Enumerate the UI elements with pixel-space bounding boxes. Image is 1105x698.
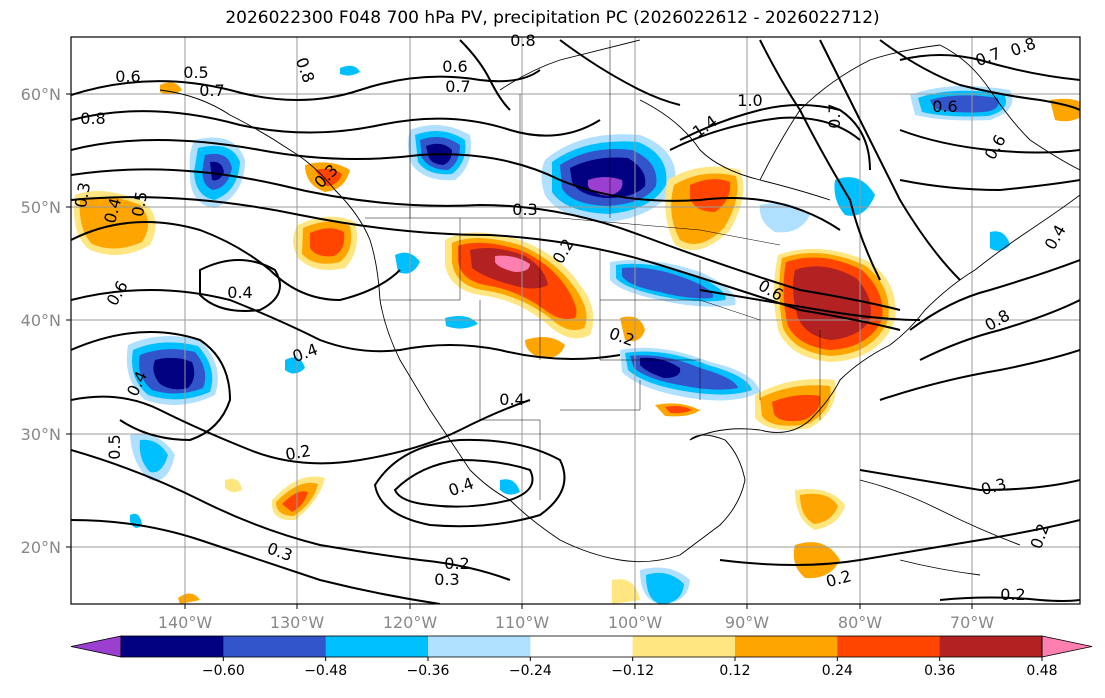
contour-label: 0.7	[199, 81, 224, 100]
lat-label: 50°N	[21, 198, 61, 217]
colorbar-tick-label: 0.12	[719, 663, 750, 679]
contour-label: 0.5	[128, 190, 151, 218]
colorbar-tick-label: −0.60	[202, 663, 245, 679]
contour-label: 0.4	[499, 390, 524, 409]
contour-label: 0.4	[227, 283, 252, 302]
colorbar-segment	[735, 636, 838, 657]
colorbar-tick-label: 0.24	[822, 663, 853, 679]
longitude-labels: 140°W 130°W 120°W 110°W 100°W 90°W 80°W …	[158, 613, 994, 632]
pv-contours	[71, 39, 1080, 604]
colorbar-segment	[325, 636, 429, 657]
contour-label: 0.3	[434, 570, 459, 589]
colorbar-segment	[223, 636, 327, 657]
colorbar-segment	[530, 636, 634, 657]
colorbar: −0.60 −0.48 −0.36 −0.24 −0.12 0.12 0.24 0.36 0.4…	[70, 635, 1093, 679]
colorbar-tick-label: −0.36	[407, 663, 450, 679]
colorbar-tick-label: 0.36	[924, 663, 955, 679]
contour-label: 0.7	[825, 103, 844, 128]
colorbar-segment	[837, 636, 941, 657]
latitude-labels: 60°N 50°N 40°N 30°N 20°N	[21, 85, 61, 557]
contour-label: 0.5	[105, 434, 124, 459]
contour-label: 0.7	[445, 77, 470, 96]
lon-label: 80°W	[838, 613, 882, 632]
contour-label: 0.6	[115, 67, 140, 86]
axis-ticks	[66, 93, 973, 609]
lon-label: 130°W	[270, 613, 325, 632]
colorbar-tick-label: −0.48	[304, 663, 347, 679]
lat-label: 60°N	[21, 85, 61, 104]
lat-label: 20°N	[21, 538, 61, 557]
contour-label: 0.8	[510, 31, 535, 50]
colorbar-tick-label: −0.12	[611, 663, 654, 679]
lon-label: 120°W	[383, 613, 438, 632]
lon-label: 110°W	[495, 613, 550, 632]
contour-label: 0.6	[442, 57, 467, 76]
lon-label: 70°W	[950, 613, 994, 632]
lon-label: 90°W	[725, 613, 769, 632]
lon-label: 140°W	[158, 613, 213, 632]
map-title: 2026022300 F048 700 hPa PV, precipitatio…	[225, 8, 880, 28]
colorbar-segment	[121, 636, 224, 657]
colorbar-segment	[939, 636, 1043, 657]
contour-label: 1.0	[737, 91, 762, 110]
colorbar-tick-label: −0.24	[509, 663, 552, 679]
colorbar-tick-label: 0.48	[1026, 663, 1057, 679]
contour-label: 0.3	[71, 181, 94, 209]
colorbar-segment	[632, 636, 736, 657]
colorbar-extend-low	[70, 635, 122, 658]
contour-label: 0.8	[80, 109, 105, 128]
lat-label: 30°N	[21, 425, 61, 444]
contour-label: 0.2	[444, 554, 469, 573]
contour-label: 0.5	[183, 63, 208, 82]
coastlines	[159, 39, 1080, 576]
contour-label: 0.3	[512, 200, 537, 219]
contour-label: 0.6	[932, 97, 957, 116]
contour-label: 0.2	[284, 441, 312, 464]
contour-label: 0.2	[1000, 585, 1025, 604]
lon-label: 100°W	[608, 613, 663, 632]
colorbar-segment	[428, 636, 531, 657]
state-borders	[365, 40, 821, 500]
colorbar-extend-high	[1041, 635, 1093, 658]
lat-label: 40°N	[21, 311, 61, 330]
